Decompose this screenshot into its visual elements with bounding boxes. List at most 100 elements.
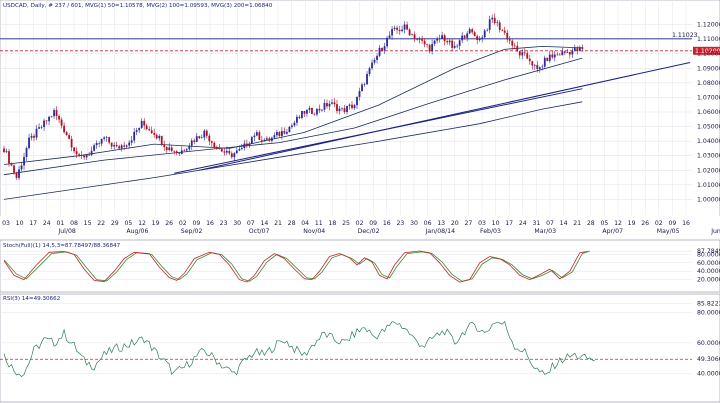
- date-tick-label: 16: [383, 220, 391, 227]
- rsi-line: [3, 320, 596, 377]
- date-tick-label: 11: [315, 220, 323, 227]
- candle-body: [293, 122, 296, 126]
- candle-body: [383, 46, 386, 51]
- candle-body: [378, 47, 381, 56]
- month-label: Sep/02: [181, 228, 203, 235]
- date-tick-label: 09: [369, 220, 377, 227]
- price-tick-label: 1.08000: [697, 80, 720, 87]
- ma200-line: [3, 101, 583, 200]
- candle-body: [3, 148, 5, 153]
- candle-body: [183, 150, 186, 152]
- candle-body: [23, 156, 25, 166]
- rsi-tick-label: 60.00000: [697, 340, 720, 347]
- candle-body: [386, 37, 388, 47]
- candle-body: [328, 103, 331, 107]
- candle-body: [185, 149, 188, 151]
- candle-body: [318, 108, 321, 111]
- rsi-panel: 85.82230 80.00000 60.00000 49.30662 40.00000…: [0, 293, 720, 403]
- candle-body: [523, 52, 526, 54]
- date-tick-label: 01: [56, 220, 64, 227]
- candle-body: [73, 147, 76, 152]
- candle-body: [416, 39, 419, 40]
- candle-body: [60, 119, 63, 126]
- candle-body: [18, 169, 20, 178]
- price-tick-label: 1.09000: [697, 65, 720, 72]
- stoch-tick-label: 80.00000: [697, 251, 720, 258]
- candle-body: [165, 147, 168, 151]
- candle-body: [75, 151, 78, 155]
- candle-body: [338, 108, 341, 112]
- candle-body: [25, 148, 28, 157]
- date-tick-label: 16: [206, 220, 214, 227]
- date-tick-label: 09: [668, 220, 676, 227]
- rsi-gridlines: [0, 303, 692, 374]
- trendline-2[interactable]: [174, 88, 583, 174]
- candle-body: [205, 130, 208, 136]
- candle-body: [443, 35, 446, 42]
- candle-body: [503, 30, 506, 33]
- date-tick-label: 05: [600, 220, 608, 227]
- candle-body: [343, 108, 346, 112]
- candle-body: [130, 140, 133, 143]
- candle-body: [533, 65, 536, 66]
- candle-body: [210, 141, 213, 143]
- candle-body: [260, 139, 263, 141]
- stoch-tick-label: 40.00000: [697, 268, 720, 275]
- candle-body: [518, 51, 521, 56]
- date-tick-label: 14: [260, 220, 268, 227]
- candle-body: [118, 146, 121, 149]
- candle-body: [115, 144, 118, 147]
- candle-body: [551, 54, 554, 58]
- rsi-header: RSI(3) 14=49.30662: [3, 296, 60, 302]
- candle-body: [283, 131, 286, 134]
- candle-body: [321, 109, 323, 111]
- candle-body: [573, 48, 576, 51]
- candle-body: [198, 136, 201, 139]
- stochastic-header: Stoch(Full)(1) 14,5,3=87.78497/88.36847: [3, 243, 121, 249]
- candle-body: [493, 17, 496, 24]
- candle-body: [208, 135, 211, 142]
- date-tick-label: 19: [628, 220, 636, 227]
- candle-body: [291, 125, 293, 127]
- candle-body: [255, 132, 258, 136]
- candle-body: [521, 52, 524, 56]
- candle-body: [561, 51, 564, 56]
- date-tick-label: 24: [43, 220, 51, 227]
- candle-body: [20, 165, 23, 170]
- candle-body: [348, 104, 351, 106]
- trendline-1[interactable]: [199, 61, 691, 171]
- candle-body: [103, 137, 106, 139]
- candle-body: [278, 132, 281, 136]
- date-tick-label: 04: [301, 220, 309, 227]
- candle-body: [456, 45, 459, 47]
- candle-body: [135, 130, 138, 132]
- candle-body: [568, 51, 571, 55]
- candle-body: [546, 57, 549, 61]
- candle-body: [80, 155, 83, 156]
- candle-body: [228, 150, 231, 154]
- candle-body: [356, 96, 358, 106]
- date-tick-label: 30: [233, 220, 241, 227]
- candle-body: [401, 29, 403, 32]
- candle-body: [426, 44, 429, 45]
- candle-body: [35, 128, 38, 138]
- date-tick-label: 27: [464, 220, 472, 227]
- candle-body: [270, 137, 273, 141]
- candle-body: [45, 120, 48, 122]
- date-tick-label: 12: [614, 220, 622, 227]
- candle-body: [371, 62, 373, 69]
- stoch-k-line: [3, 250, 588, 283]
- candle-body: [250, 137, 253, 144]
- candle-body: [363, 84, 366, 86]
- candle-body: [113, 144, 116, 147]
- date-tick-label: 26: [165, 220, 173, 227]
- candle-body: [223, 151, 226, 153]
- candle-body: [240, 148, 243, 150]
- candle-body: [571, 50, 574, 55]
- candle-body: [311, 107, 313, 114]
- candle-body: [438, 38, 441, 40]
- candle-body: [368, 68, 371, 74]
- candle-body: [243, 143, 246, 149]
- candle-body: [548, 54, 551, 61]
- candle-body: [423, 40, 426, 45]
